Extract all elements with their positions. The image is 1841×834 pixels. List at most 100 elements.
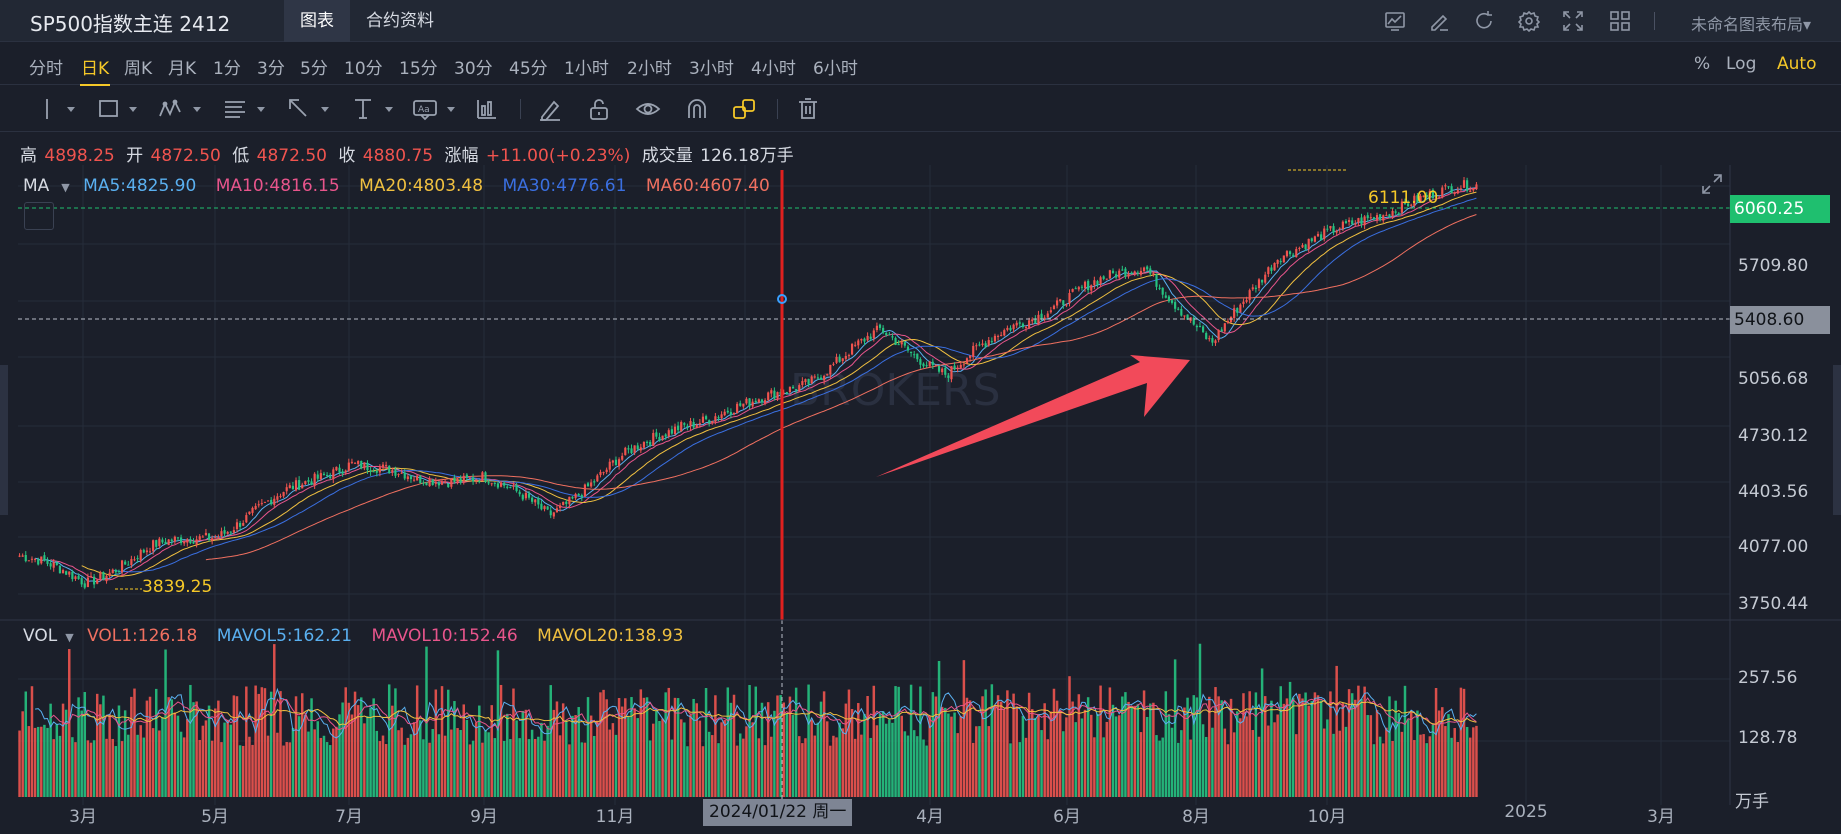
bar-pattern-icon[interactable] xyxy=(474,96,500,122)
volume-bar xyxy=(1003,709,1006,797)
arrow-tool-icon[interactable] xyxy=(286,96,312,122)
eye-icon[interactable] xyxy=(635,96,661,122)
fib-tool-icon[interactable] xyxy=(222,96,248,122)
period-4h[interactable]: 4小时 xyxy=(751,59,796,79)
candle-body xyxy=(1369,217,1372,219)
volume-bar xyxy=(788,696,792,797)
volume-bar xyxy=(1074,722,1077,797)
instrument-title[interactable]: SP500指数主连 2412 xyxy=(30,12,231,36)
settings-icon[interactable] xyxy=(1518,10,1540,32)
volume-bar xyxy=(912,730,916,797)
scale-percent-button[interactable]: % xyxy=(1694,54,1711,74)
scale-log-button[interactable]: Log xyxy=(1726,54,1757,74)
period-6h[interactable]: 6小时 xyxy=(813,59,858,79)
period-1min[interactable]: 1分 xyxy=(213,59,241,79)
measure-tool-icon[interactable] xyxy=(350,96,376,122)
volume-bar xyxy=(468,744,472,797)
link-layers-icon[interactable] xyxy=(731,96,757,122)
candle-body xyxy=(931,361,934,366)
period-5min[interactable]: 5分 xyxy=(300,59,328,79)
ma-legend-name[interactable]: MA xyxy=(23,176,50,196)
chevron-down-icon[interactable]: ▼ xyxy=(65,631,74,644)
left-panel-handle[interactable] xyxy=(0,365,8,515)
period-weekly[interactable]: 周K xyxy=(124,59,153,79)
candle-body xyxy=(1422,195,1425,197)
candle-body xyxy=(531,497,534,502)
volume-bar xyxy=(338,714,341,797)
chevron-down-icon[interactable] xyxy=(385,107,393,112)
refresh-icon[interactable] xyxy=(1473,10,1495,32)
tab-chart[interactable]: 图表 xyxy=(284,0,350,42)
candle-body xyxy=(1037,314,1040,325)
candle-body xyxy=(409,476,413,480)
chevron-down-icon[interactable] xyxy=(447,107,455,112)
right-panel-handle[interactable] xyxy=(1833,365,1841,515)
volume-bar xyxy=(1223,728,1227,797)
period-10min[interactable]: 10分 xyxy=(344,59,383,79)
layout-dropdown[interactable]: 未命名图表布局▾ xyxy=(1691,11,1811,35)
indicator-icon[interactable] xyxy=(1384,10,1406,32)
trash-icon[interactable] xyxy=(795,96,821,122)
line-tool-icon[interactable] xyxy=(34,96,60,122)
volume-bar xyxy=(801,743,804,797)
text-tool-icon[interactable]: Aa xyxy=(412,96,438,122)
kline-chart[interactable]: BROKERS xyxy=(0,165,1841,805)
candle-body xyxy=(1214,340,1217,344)
volume-bar xyxy=(1161,737,1164,797)
pattern-tool-icon[interactable] xyxy=(158,96,184,122)
period-15min[interactable]: 15分 xyxy=(399,59,438,79)
chevron-down-icon[interactable] xyxy=(67,107,75,112)
chevron-down-icon[interactable] xyxy=(129,107,137,112)
volume-bar xyxy=(1018,742,1022,797)
candle-body xyxy=(956,367,959,369)
vol-legend-name[interactable]: VOL xyxy=(23,626,58,646)
period-3min[interactable]: 3分 xyxy=(257,59,285,79)
tab-contract-info[interactable]: 合约资料 xyxy=(366,11,434,31)
price-tick: 5056.68 xyxy=(1738,369,1809,389)
unlock-icon[interactable] xyxy=(586,96,612,122)
magnet-icon[interactable] xyxy=(684,96,710,122)
candle-body xyxy=(325,474,329,476)
scale-auto-button[interactable]: Auto xyxy=(1777,54,1817,74)
period-45min[interactable]: 45分 xyxy=(509,59,548,79)
candle-body xyxy=(1475,184,1478,190)
candle-body xyxy=(155,540,158,547)
volume-bar xyxy=(676,698,680,797)
period-monthly[interactable]: 月K xyxy=(168,59,197,79)
collapse-toggle[interactable] xyxy=(24,202,54,230)
line-anchor-handle xyxy=(777,294,787,304)
volume-bar xyxy=(1145,716,1149,797)
period-3h[interactable]: 3小时 xyxy=(689,59,734,79)
volume-bar xyxy=(254,685,257,797)
volume-bar xyxy=(953,712,956,797)
candle-body xyxy=(127,564,130,566)
volume-bar xyxy=(1366,715,1369,797)
volume-bar xyxy=(975,726,978,797)
period-minute[interactable]: 分时 xyxy=(29,59,63,79)
chevron-down-icon[interactable] xyxy=(257,107,265,112)
chevron-down-icon[interactable] xyxy=(321,107,329,112)
volume-bar xyxy=(568,744,571,797)
period-2h[interactable]: 2小时 xyxy=(627,59,672,79)
volume-bar xyxy=(1046,739,1050,797)
chevron-down-icon[interactable]: ▼ xyxy=(61,181,70,194)
ohlc-info: 高 4898.25 开 4872.50 低 4872.50 收 4880.75 … xyxy=(20,141,794,166)
volume-bar xyxy=(779,695,782,797)
period-1h[interactable]: 1小时 xyxy=(564,59,609,79)
expand-icon[interactable] xyxy=(1700,172,1724,196)
pencil-icon[interactable] xyxy=(537,96,563,122)
candle-body xyxy=(568,496,571,505)
volume-bar xyxy=(1450,737,1453,797)
fullscreen-icon[interactable] xyxy=(1562,10,1584,32)
volume-bar xyxy=(1338,730,1342,797)
grid-layout-icon[interactable] xyxy=(1609,10,1631,32)
candle-body xyxy=(1015,322,1018,326)
volume-bar xyxy=(922,739,925,797)
period-daily[interactable]: 日K xyxy=(81,59,110,79)
period-30min[interactable]: 30分 xyxy=(454,59,493,79)
candle-body xyxy=(459,478,462,483)
draw-icon[interactable] xyxy=(1428,10,1450,32)
chevron-down-icon[interactable] xyxy=(193,107,201,112)
rectangle-tool-icon[interactable] xyxy=(96,96,122,122)
candle-body xyxy=(791,386,795,389)
